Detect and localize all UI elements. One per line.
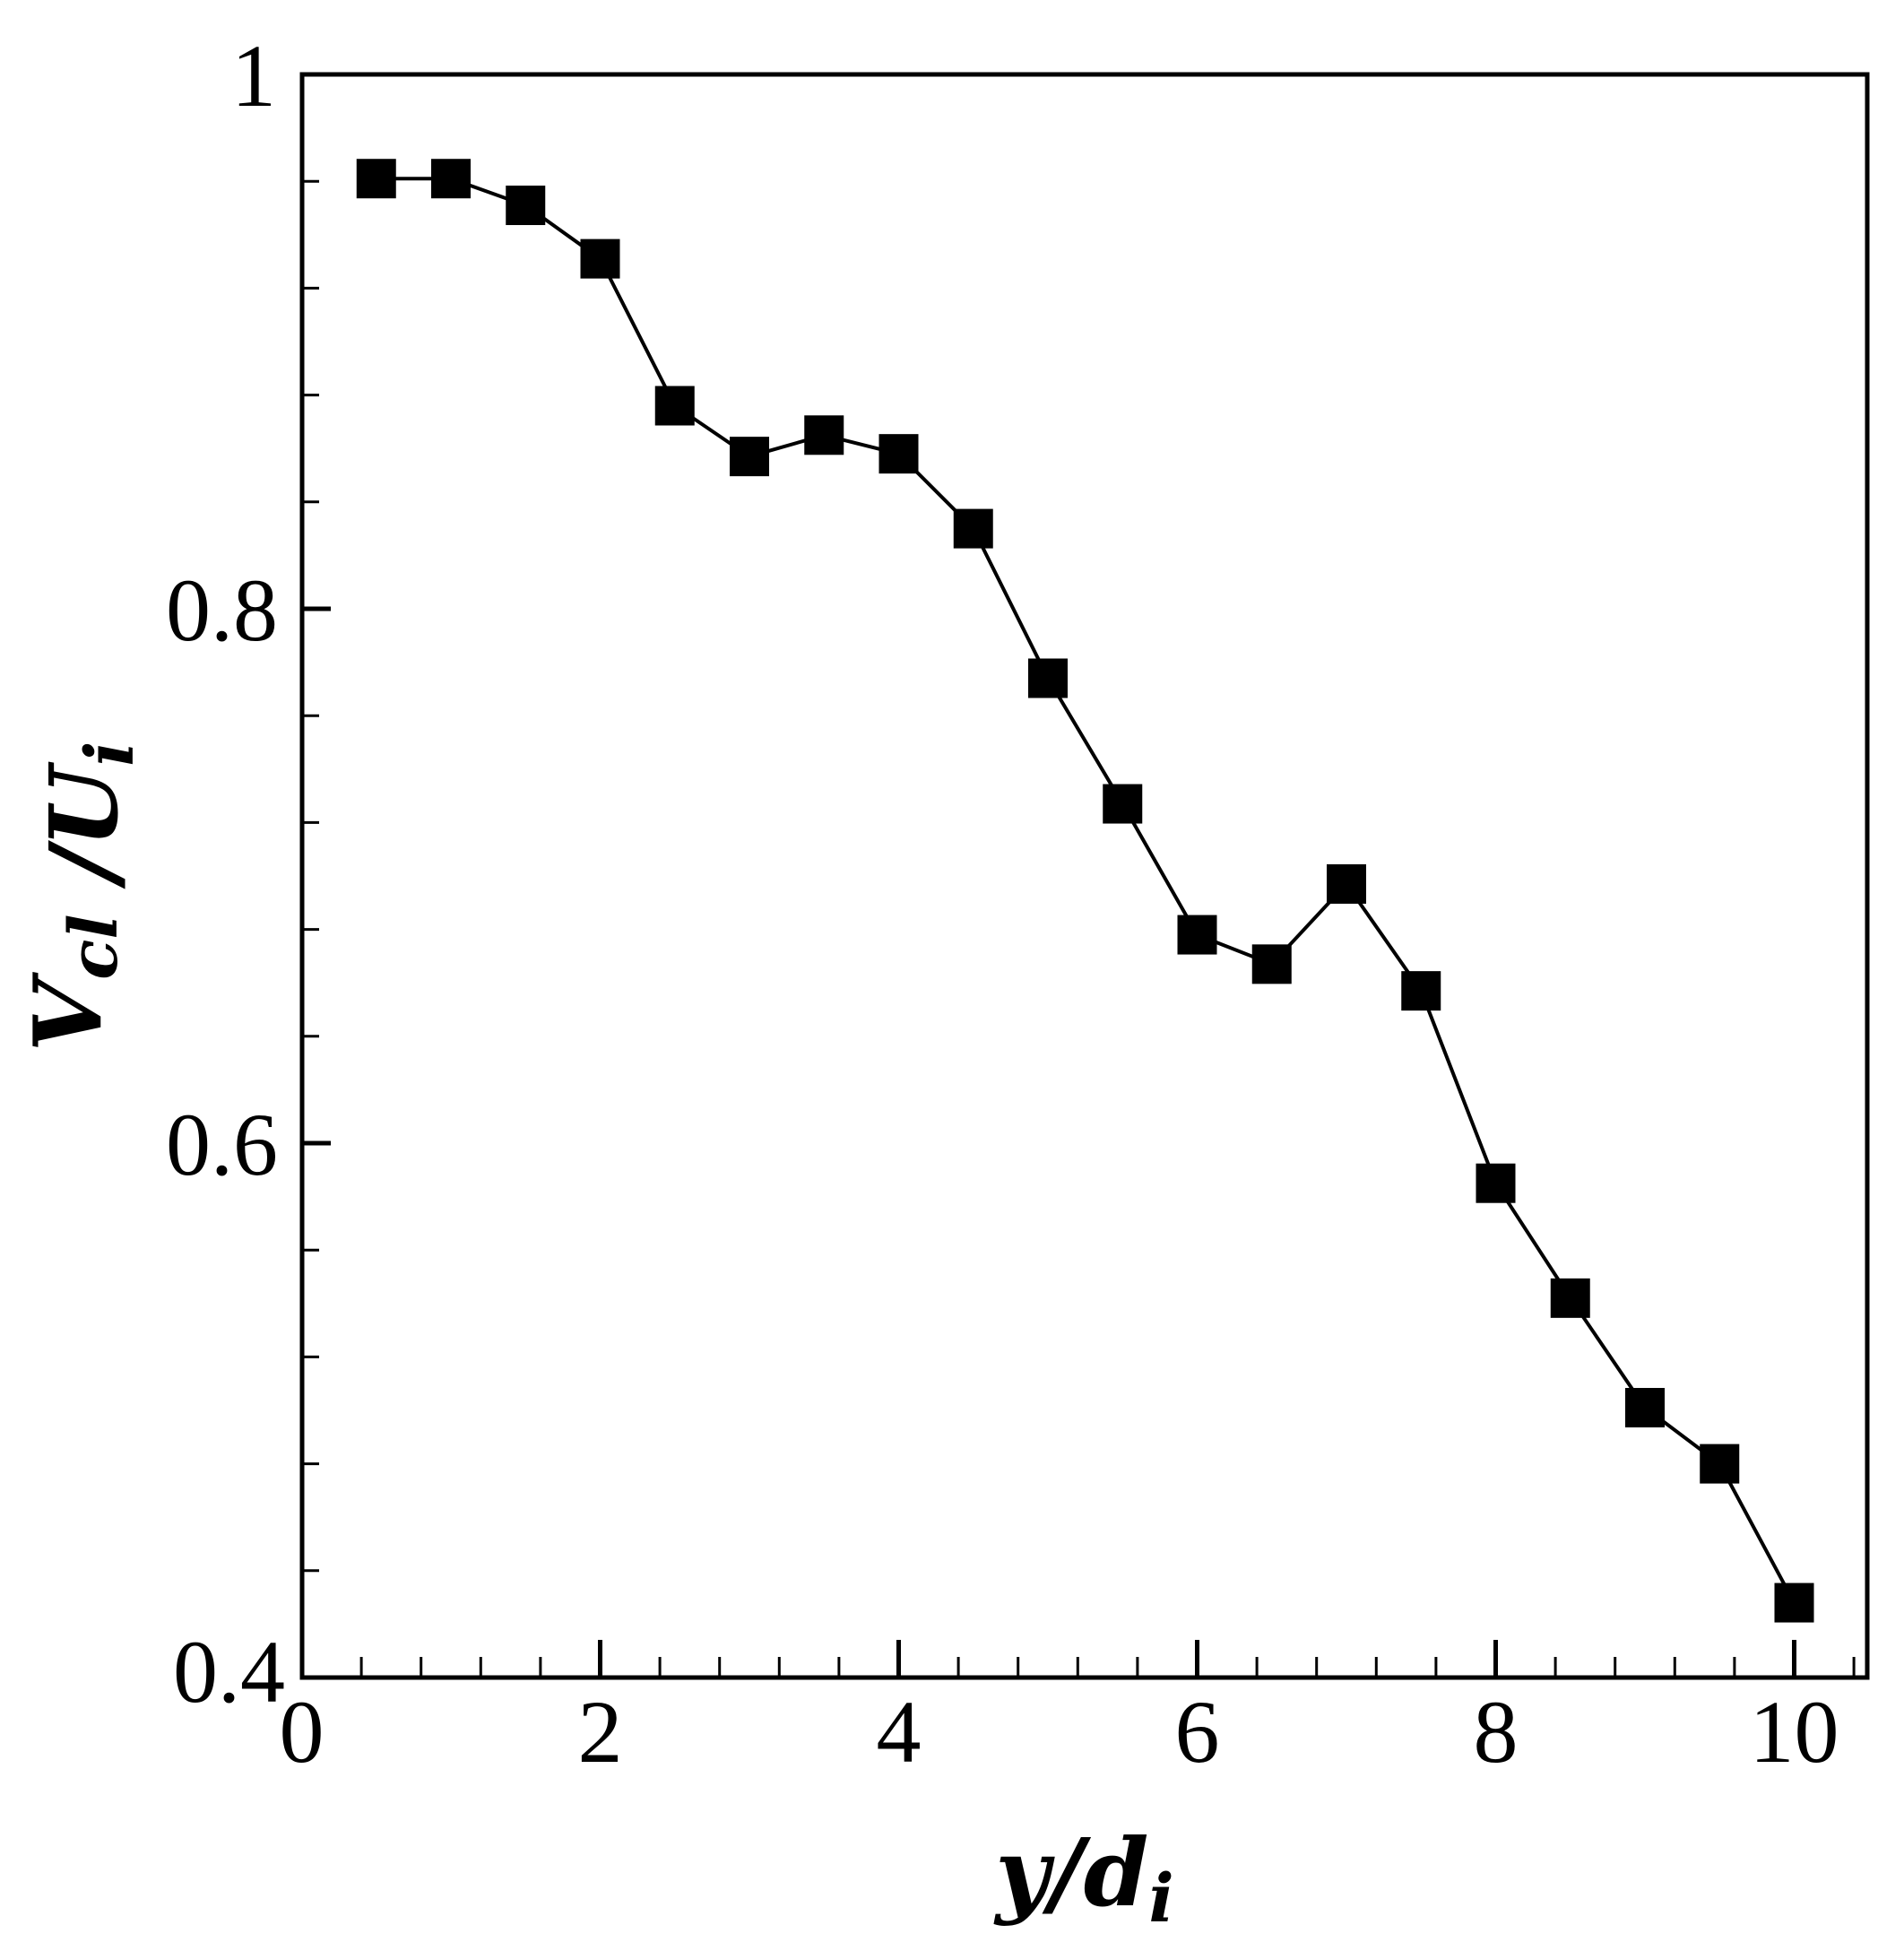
data-point-marker [1177, 915, 1217, 955]
axes-box [299, 72, 1870, 1680]
data-point-marker [431, 159, 471, 199]
plot-frame [299, 72, 1870, 1680]
x-axis-label: y/di [993, 1817, 1173, 1938]
y-axis-label: Vcl /Ui [13, 741, 149, 1053]
data-point-marker [506, 186, 546, 226]
data-point-marker [580, 238, 620, 279]
x-tick-label: 6 [1175, 1682, 1220, 1782]
x-tick-label: 2 [578, 1682, 623, 1782]
x-tick-label: 10 [1750, 1682, 1839, 1782]
data-point-marker [1028, 658, 1068, 698]
y-tick-label: 1 [231, 26, 276, 126]
data-point-marker [953, 508, 993, 549]
data-point-marker [654, 386, 695, 426]
series-markers [356, 159, 1814, 1623]
x-tick-label: 8 [1474, 1682, 1519, 1782]
data-point-marker [356, 159, 396, 199]
data-point-marker [878, 434, 919, 474]
data-point-marker [1401, 971, 1441, 1011]
x-tick-label: 4 [877, 1682, 922, 1782]
data-point-marker [1476, 1163, 1516, 1203]
data-point-marker [1625, 1388, 1665, 1428]
data-point-marker [1774, 1582, 1814, 1623]
data-point-marker [804, 415, 844, 455]
y-axis-ticks: 0.4 0.6 0.8 1 [166, 26, 331, 1721]
data-point-marker [1103, 784, 1143, 824]
data-point-marker [1251, 944, 1292, 984]
series-line [376, 177, 1796, 1604]
data-line [376, 177, 1796, 1604]
x-axis-ticks: 0 2 4 6 8 10 [280, 1640, 1856, 1782]
y-tick-label: 0.8 [166, 560, 278, 660]
y-tick-label: 0.6 [166, 1095, 278, 1194]
data-point-marker [730, 437, 769, 477]
data-point-marker [1550, 1278, 1590, 1318]
y-tick-label: 0.4 [173, 1622, 285, 1721]
data-point-marker [1700, 1444, 1740, 1484]
data-point-marker [1327, 863, 1366, 904]
x-tick-label: 0 [280, 1682, 325, 1782]
